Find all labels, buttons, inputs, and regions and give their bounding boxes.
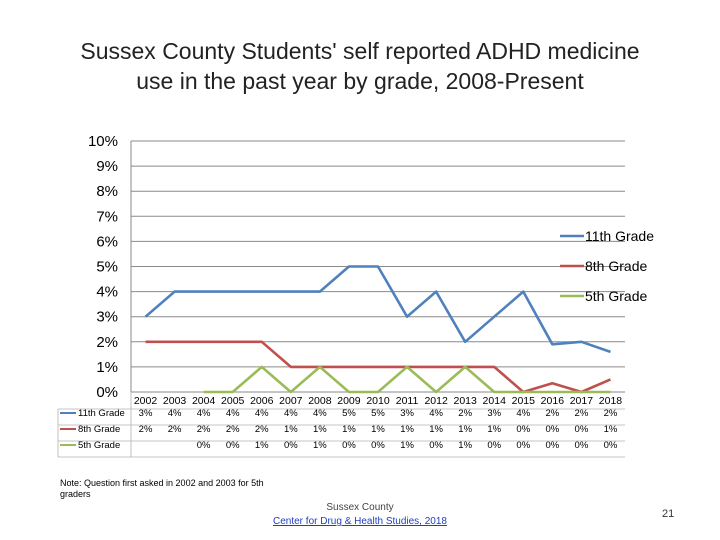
x-tick-label: 2015 — [512, 395, 536, 407]
data-label: 2% — [458, 408, 472, 419]
y-tick-label: 4% — [96, 284, 118, 301]
data-label: 0% — [516, 440, 530, 451]
slide-title-line-1: Sussex County Students' self reported AD… — [80, 38, 640, 64]
data-label: 1% — [342, 424, 356, 435]
data-label: 1% — [458, 440, 472, 451]
series-line-2 — [145, 340, 611, 394]
data-label: 5% — [342, 408, 356, 419]
data-label: 1% — [284, 424, 298, 435]
series-line-3 — [203, 365, 611, 394]
x-tick-label: 2010 — [366, 395, 390, 407]
y-tick-label: 3% — [96, 309, 118, 326]
data-label: 2% — [139, 424, 153, 435]
data-label: 3% — [487, 408, 501, 419]
x-tick-label: 2012 — [424, 395, 448, 407]
data-label: 0% — [371, 440, 385, 451]
data-label: 0% — [575, 424, 589, 435]
y-tick-label: 10% — [88, 133, 118, 150]
y-tick-label: 0% — [96, 384, 118, 401]
data-label: 4% — [429, 408, 443, 419]
data-label: 0% — [516, 424, 530, 435]
slide-title-line-2: use in the past year by grade, 2008-Pres… — [136, 68, 584, 94]
legend-label: 11th Grade — [585, 228, 654, 244]
data-label: 4% — [516, 408, 530, 419]
data-label: 0% — [604, 440, 618, 451]
credit-link[interactable]: Center for Drug & Health Studies, 2018 — [273, 516, 447, 527]
x-tick-label: 2006 — [250, 395, 274, 407]
data-label: 0% — [284, 440, 298, 451]
data-label: 1% — [313, 440, 327, 451]
series-line-1 — [144, 265, 611, 354]
data-label: 2% — [545, 408, 559, 419]
data-label: 1% — [313, 424, 327, 435]
data-label: 5% — [371, 408, 385, 419]
x-tick-label: 2008 — [308, 395, 332, 407]
data-label: 4% — [313, 408, 327, 419]
data-label: 4% — [284, 408, 298, 419]
data-label: 1% — [255, 440, 269, 451]
footnote: Note: Question first asked in 2002 and 2… — [60, 478, 264, 499]
x-tick-label: 2018 — [599, 395, 623, 407]
credit-line-1: Sussex County — [326, 502, 394, 513]
data-label: 0% — [342, 440, 356, 451]
data-label: 1% — [604, 424, 618, 435]
x-tick-label: 2004 — [192, 395, 216, 407]
data-label: 0% — [487, 440, 501, 451]
y-tick-label: 6% — [96, 233, 118, 250]
data-label: 2% — [168, 424, 182, 435]
table-row-label: 8th Grade — [78, 424, 120, 435]
data-label: 4% — [168, 408, 182, 419]
data-label: 1% — [458, 424, 472, 435]
y-tick-label: 8% — [96, 183, 118, 200]
x-tick-label: 2011 — [396, 395, 419, 407]
data-label: 0% — [429, 440, 443, 451]
data-label: 0% — [545, 424, 559, 435]
data-label: 2% — [575, 408, 589, 419]
x-tick-label: 2003 — [163, 395, 187, 407]
x-tick-label: 2013 — [453, 395, 477, 407]
slide-title: Sussex County Students' self reported AD… — [40, 36, 680, 96]
x-tick-label: 2017 — [570, 395, 594, 407]
x-tick-label: 2005 — [221, 395, 245, 407]
y-tick-label: 5% — [96, 259, 118, 276]
data-label: 2% — [226, 424, 240, 435]
data-label: 1% — [487, 424, 501, 435]
x-tick-label: 2007 — [279, 395, 303, 407]
data-label: 0% — [226, 440, 240, 451]
y-tick-label: 1% — [96, 359, 118, 376]
source-credit: Sussex County Center for Drug & Health S… — [260, 501, 460, 529]
data-label: 1% — [371, 424, 385, 435]
table-row-label: 5th Grade — [78, 440, 120, 451]
data-label: 1% — [400, 424, 414, 435]
data-label: 1% — [400, 440, 414, 451]
data-label: 3% — [400, 408, 414, 419]
data-label: 4% — [197, 408, 211, 419]
data-label: 2% — [255, 424, 269, 435]
x-tick-label: 2014 — [483, 395, 507, 407]
data-label: 2% — [604, 408, 618, 419]
data-label: 0% — [545, 440, 559, 451]
data-label: 0% — [575, 440, 589, 451]
x-tick-label: 2002 — [134, 395, 158, 407]
data-label: 4% — [226, 408, 240, 419]
y-tick-label: 7% — [96, 208, 118, 225]
data-label: 1% — [429, 424, 443, 435]
y-tick-label: 9% — [96, 158, 118, 175]
data-label: 0% — [197, 440, 211, 451]
table-row-label: 11th Grade — [78, 408, 125, 419]
x-tick-label: 2016 — [541, 395, 565, 407]
y-tick-label: 2% — [96, 334, 118, 351]
data-label: 2% — [197, 424, 211, 435]
data-label: 3% — [139, 408, 153, 419]
page-number: 21 — [662, 508, 675, 520]
legend-label: 8th Grade — [585, 258, 647, 274]
legend-label: 5th Grade — [585, 288, 647, 304]
x-tick-label: 2009 — [337, 395, 361, 407]
data-label: 4% — [255, 408, 269, 419]
